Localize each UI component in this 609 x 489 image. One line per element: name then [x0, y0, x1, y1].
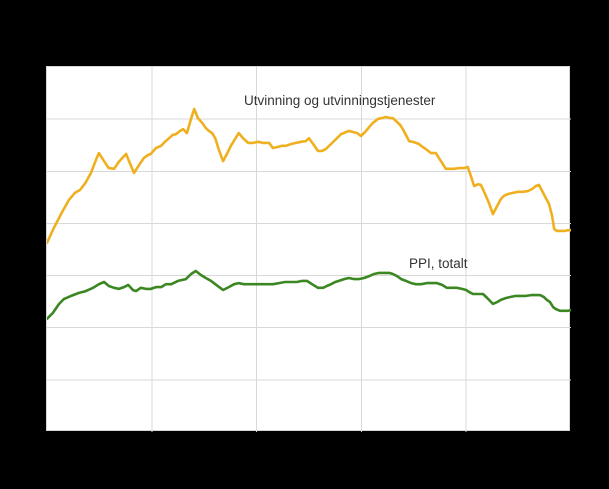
- series-label-utvinning-og-utvinningstjenester: Utvinning og utvinningstjenester: [244, 93, 436, 108]
- series-label-ppi-totalt: PPI, totalt: [409, 256, 468, 271]
- gridlines: [47, 67, 571, 432]
- series-line-1: [47, 269, 571, 321]
- plot-area: Utvinning og utvinningstjenester PPI, to…: [46, 66, 571, 432]
- line-chart-canvas: [47, 67, 571, 432]
- series-line-0: [47, 107, 571, 245]
